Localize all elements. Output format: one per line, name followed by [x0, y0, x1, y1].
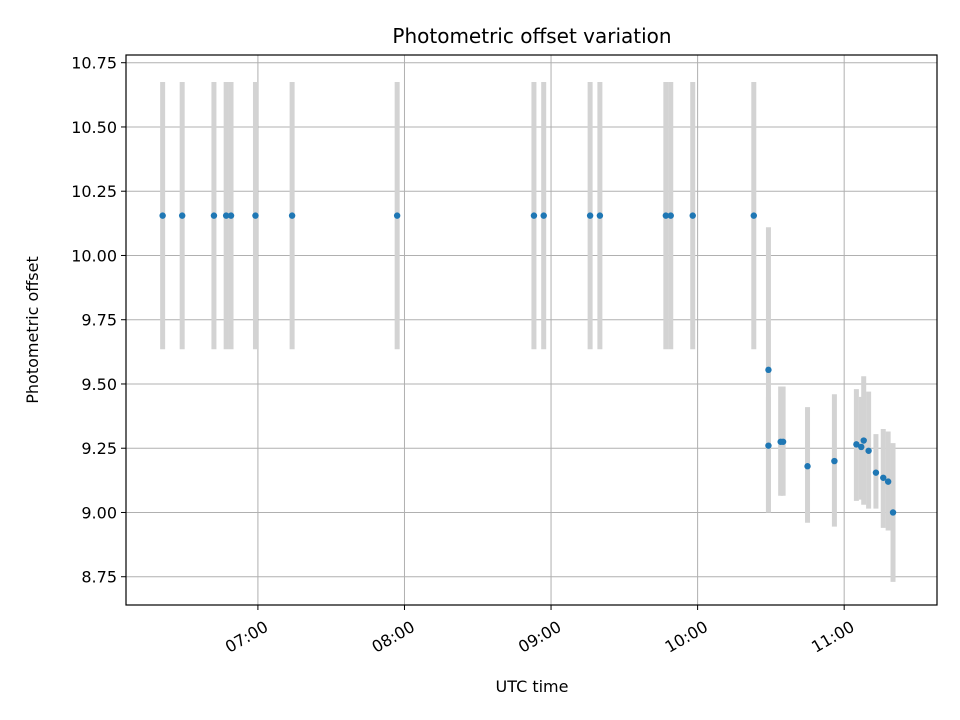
y-tick-label: 9.50 — [81, 375, 117, 394]
x-axis-label: UTC time — [496, 677, 569, 696]
data-point — [393, 212, 401, 219]
data-point — [765, 366, 772, 374]
data-point — [252, 212, 259, 219]
data-point — [689, 212, 696, 219]
chart-title: Photometric offset variation — [392, 24, 671, 48]
data-point — [872, 469, 880, 476]
data-point — [159, 212, 166, 219]
y-axis-label: Photometric offset — [23, 256, 42, 404]
data-point — [853, 441, 860, 448]
data-point — [750, 212, 757, 219]
data-point — [884, 478, 892, 485]
plot-frame — [125, 54, 938, 606]
data-point — [530, 212, 538, 219]
data-points — [159, 212, 897, 516]
data-point — [667, 212, 674, 219]
data-point — [865, 447, 872, 454]
y-tick-label: 10.25 — [71, 182, 117, 201]
data-point — [178, 212, 186, 219]
data-point — [860, 437, 867, 444]
data-point — [540, 212, 547, 219]
data-point — [222, 212, 230, 219]
data-point — [586, 212, 594, 219]
data-point — [831, 457, 838, 465]
data-point — [779, 438, 787, 445]
data-point — [596, 212, 604, 219]
data-point — [765, 442, 772, 449]
y-tick-label: 10.00 — [71, 246, 117, 265]
y-axis-ticks: 8.75 9.00 9.25 9.50 9.75 10.00 10.25 10.50 10.75 — [71, 54, 126, 587]
y-tick-label: 9.75 — [81, 311, 117, 330]
data-point — [804, 463, 811, 470]
y-tick-label: 10.50 — [71, 118, 117, 137]
data-point — [858, 443, 865, 451]
y-tick-label: 9.25 — [81, 439, 117, 458]
y-tick-label: 9.00 — [81, 503, 117, 522]
data-point — [880, 474, 887, 481]
data-point — [227, 212, 235, 219]
data-point — [288, 212, 296, 219]
data-point — [662, 212, 670, 219]
data-point — [210, 212, 218, 219]
y-tick-label: 10.75 — [71, 54, 117, 73]
y-tick-label: 8.75 — [81, 568, 117, 587]
data-point — [889, 509, 897, 516]
